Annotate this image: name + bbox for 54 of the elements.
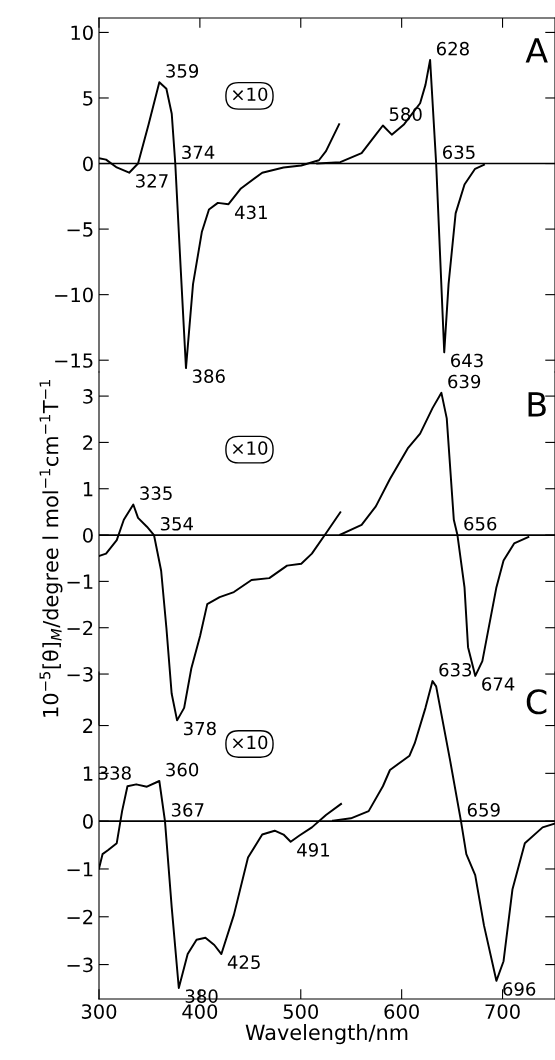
x-tick-label: 400 <box>182 1004 218 1019</box>
y-tick-label: 0 <box>83 156 93 172</box>
annotation: 674 <box>482 677 515 691</box>
x-tick-label: 600 <box>384 1004 419 1019</box>
annotation: 491 <box>297 843 330 857</box>
annotation: ×10 <box>232 87 268 102</box>
annotation: ×10 <box>232 735 268 750</box>
y-tick-label: −10 <box>55 287 93 303</box>
annotation: 359 <box>166 64 199 78</box>
annotation: 380 <box>185 989 218 1003</box>
annotation: ×10 <box>232 441 268 455</box>
annotation: 386 <box>192 369 225 384</box>
annotation: 635 <box>442 145 475 160</box>
y-tick-label: 1 <box>83 481 93 497</box>
x-tick-label: 700 <box>485 1004 520 1019</box>
annotation: 643 <box>451 353 483 368</box>
annotation: 335 <box>140 486 172 501</box>
annotation: 354 <box>160 516 193 531</box>
annotation: 360 <box>166 762 199 777</box>
annotation: 696 <box>503 982 536 996</box>
annotation: 659 <box>467 803 500 817</box>
y-tick-label: −1 <box>67 574 93 589</box>
y-tick-label: 10 <box>71 25 93 41</box>
annotation: 628 <box>436 41 469 56</box>
y-tick-label: −3 <box>67 667 93 682</box>
x-tick-label: 500 <box>283 1004 319 1019</box>
y-tick-label: 0 <box>83 528 93 543</box>
annotation: A <box>525 38 548 63</box>
annotation: C <box>526 689 547 715</box>
annotation: 431 <box>234 205 267 220</box>
y-tick-label: 2 <box>83 718 93 733</box>
annotation: 327 <box>136 174 168 188</box>
annotation: 656 <box>464 516 497 531</box>
y-tick-label: 2 <box>83 435 93 450</box>
y-tick-label: −2 <box>67 620 93 636</box>
annotation: 639 <box>448 374 481 389</box>
annotation: 367 <box>171 803 204 817</box>
y-tick-label: 3 <box>83 389 93 404</box>
annotation: 633 <box>439 662 472 677</box>
annotation: 378 <box>184 721 216 736</box>
y-tick-label: −2 <box>67 909 93 925</box>
y-tick-label: −5 <box>67 222 93 237</box>
text: 10$^{−5}$[θ]$_{M}$/degree l mol$^{−1}$cm$^{−1}$T$^{−1}$ <box>39 380 63 717</box>
y-tick-label: 5 <box>83 91 93 106</box>
annotation: 425 <box>227 955 260 970</box>
y-tick-label: −1 <box>67 862 93 877</box>
y-tick-label: −15 <box>55 353 93 368</box>
y-tick-label: 1 <box>83 766 93 781</box>
x-axis-title: Wavelength/nm <box>245 1024 408 1045</box>
x-tick-label: 300 <box>81 1004 117 1019</box>
annotation: B <box>528 392 546 417</box>
y-tick-label: 0 <box>83 814 93 829</box>
y-tick-label: −3 <box>67 957 93 973</box>
annotation: 374 <box>182 145 215 160</box>
